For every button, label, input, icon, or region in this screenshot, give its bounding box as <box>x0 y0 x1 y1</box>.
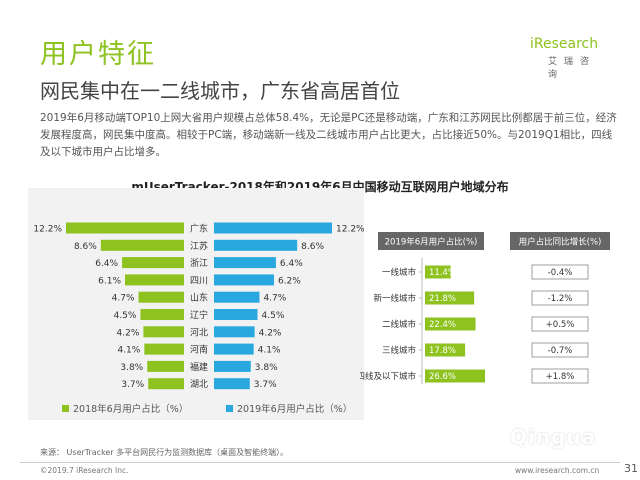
city-tier-bar-3 <box>425 343 466 357</box>
bar-label-2018-5: 4.5% <box>114 311 137 321</box>
table-header-0: 2019年6月用户占比(%) <box>385 237 478 248</box>
category-label-4: 山东 <box>190 292 208 304</box>
bar-2018-9 <box>148 378 184 390</box>
city-tier-value-4: 26.6% <box>429 372 456 382</box>
bar-2018-2 <box>122 257 184 269</box>
bar-2018-8 <box>147 360 184 372</box>
page-description: 2019年6月移动端TOP10上网大省用户规模占总体58.4%，无论是PC还是移… <box>40 112 617 158</box>
bar-label-2018-7: 4.1% <box>117 346 140 356</box>
bar-label-2018-6: 4.2% <box>117 328 140 338</box>
bar-label-2018-1: 8.6% <box>74 242 97 252</box>
bar-2018-1 <box>100 239 184 251</box>
bar-label-2018-8: 3.8% <box>120 363 143 373</box>
category-label-3: 四川 <box>190 276 208 286</box>
growth-cell-2 <box>531 316 589 332</box>
city-tier-label-3: 三线城市 <box>382 345 417 356</box>
city-tier-label-4: 四线及以下城市 <box>360 371 416 382</box>
category-label-5: 辽宁 <box>190 309 208 321</box>
city-tier-chart: 2019年6月用户占比(%) 用户占比同比增长(%) 一线城市 11.4% -0.4% 新… <box>360 232 610 384</box>
category-label-8: 福建 <box>190 361 208 373</box>
bar-2019-2 <box>214 257 276 269</box>
bar-2019-4 <box>214 291 260 303</box>
bar-2018-6 <box>143 326 184 338</box>
logo-subtext: 艾瑞咨询 <box>548 57 597 80</box>
bar-2018-5 <box>140 309 184 320</box>
bar-label-2019-2: 6.4% <box>280 259 303 269</box>
bar-label-2019-1: 8.6% <box>301 242 324 252</box>
growth-cell-3 <box>531 342 589 358</box>
legend-2019: 2019年6月用户占比（%） <box>226 401 352 415</box>
legend-2018: 2018年6月用户占比（%） <box>62 401 188 415</box>
bar-label-2018-0: 12.2% <box>33 225 62 235</box>
watermark: Qingua <box>510 425 597 449</box>
province-bar-chart: 12.2% 广东 12.2% 8.6% 江苏 8.6% 6.4% 浙江 6.4% 6.1% 四川 6.… <box>33 222 364 390</box>
category-label-0: 广东 <box>190 223 208 235</box>
bar-2019-8 <box>214 360 251 372</box>
bar-2019-9 <box>214 378 250 390</box>
website: www.iresearch.com.cn <box>515 466 600 475</box>
source-note: 来源： UserTracker 多平台网民行为监测数据库（桌面及智能终端）。 <box>40 448 289 457</box>
legend-label-2019: 2019年6月用户占比（%） <box>237 404 353 415</box>
bar-2019-3 <box>214 274 274 286</box>
growth-value-3: -0.7% <box>548 346 573 356</box>
bar-2019-0 <box>214 222 332 234</box>
city-tier-bar-2 <box>425 317 476 331</box>
bar-label-2019-5: 4.5% <box>262 311 285 321</box>
legend-swatch-2018 <box>62 404 69 412</box>
legend-label-2018: 2018年6月用户占比（%） <box>73 404 189 415</box>
city-tier-label-2: 二线城市 <box>382 319 417 330</box>
page-title: 用户特征 <box>40 39 156 70</box>
growth-cell-0 <box>531 264 589 280</box>
bar-2018-4 <box>138 291 184 303</box>
legend-swatch-2019 <box>226 404 233 412</box>
bar-label-2019-4: 4.7% <box>263 294 286 304</box>
category-label-7: 河南 <box>190 344 208 356</box>
iresearch-logo: iResearch 艾瑞咨询 <box>530 36 610 80</box>
city-tier-bar-0 <box>425 265 451 279</box>
category-label-2: 浙江 <box>190 257 208 269</box>
bar-2019-6 <box>214 326 255 338</box>
bar-2018-3 <box>125 274 184 286</box>
bar-label-2018-2: 6.4% <box>95 259 118 269</box>
bar-2019-5 <box>214 309 258 320</box>
bar-label-2018-9: 3.7% <box>121 380 144 390</box>
logo-text: iResearch <box>530 36 599 52</box>
footer-divider <box>20 462 620 463</box>
growth-value-2: +0.5% <box>546 320 575 330</box>
growth-value-1: -1.2% <box>548 294 573 304</box>
growth-cell-1 <box>531 290 589 306</box>
city-tier-bar-1 <box>425 291 475 305</box>
growth-value-4: +1.8% <box>546 372 575 382</box>
page-number: 31 <box>624 462 638 475</box>
bar-label-2019-6: 4.2% <box>259 328 282 338</box>
table-header-1: 用户占比同比增长(%) <box>519 237 602 248</box>
copyright: ©2019.7 iResearch Inc. <box>40 466 129 475</box>
bar-label-2018-3: 6.1% <box>98 276 121 286</box>
growth-cell-4 <box>531 368 589 384</box>
bar-label-2019-0: 12.2% <box>336 225 364 235</box>
city-tier-value-0: 11.4% <box>429 268 456 278</box>
bar-2018-0 <box>66 222 184 234</box>
bar-label-2019-9: 3.7% <box>254 380 277 390</box>
city-tier-label-0: 一线城市 <box>382 267 417 278</box>
table-header-bg-1 <box>510 232 610 250</box>
city-tier-label-1: 新一线城市 <box>373 293 416 304</box>
growth-value-0: -0.4% <box>548 268 573 278</box>
city-tier-value-3: 17.8% <box>429 346 456 356</box>
page-subtitle: 网民集中在一二线城市，广东省高居首位 <box>40 79 400 103</box>
bar-2019-7 <box>214 343 254 355</box>
table-header-bg-0 <box>378 232 484 250</box>
city-tier-value-2: 22.4% <box>429 320 456 330</box>
category-label-9: 湖北 <box>190 379 208 390</box>
category-label-1: 江苏 <box>190 240 208 252</box>
bar-2019-1 <box>214 239 298 251</box>
bar-2018-7 <box>144 343 184 355</box>
bar-label-2019-7: 4.1% <box>258 346 281 356</box>
bar-label-2018-4: 4.7% <box>112 294 135 304</box>
category-label-6: 河北 <box>190 326 208 338</box>
bar-label-2019-8: 3.8% <box>255 363 278 373</box>
bar-label-2019-3: 6.2% <box>278 276 301 286</box>
city-tier-value-1: 21.8% <box>429 294 456 304</box>
city-tier-bar-4 <box>425 369 485 383</box>
